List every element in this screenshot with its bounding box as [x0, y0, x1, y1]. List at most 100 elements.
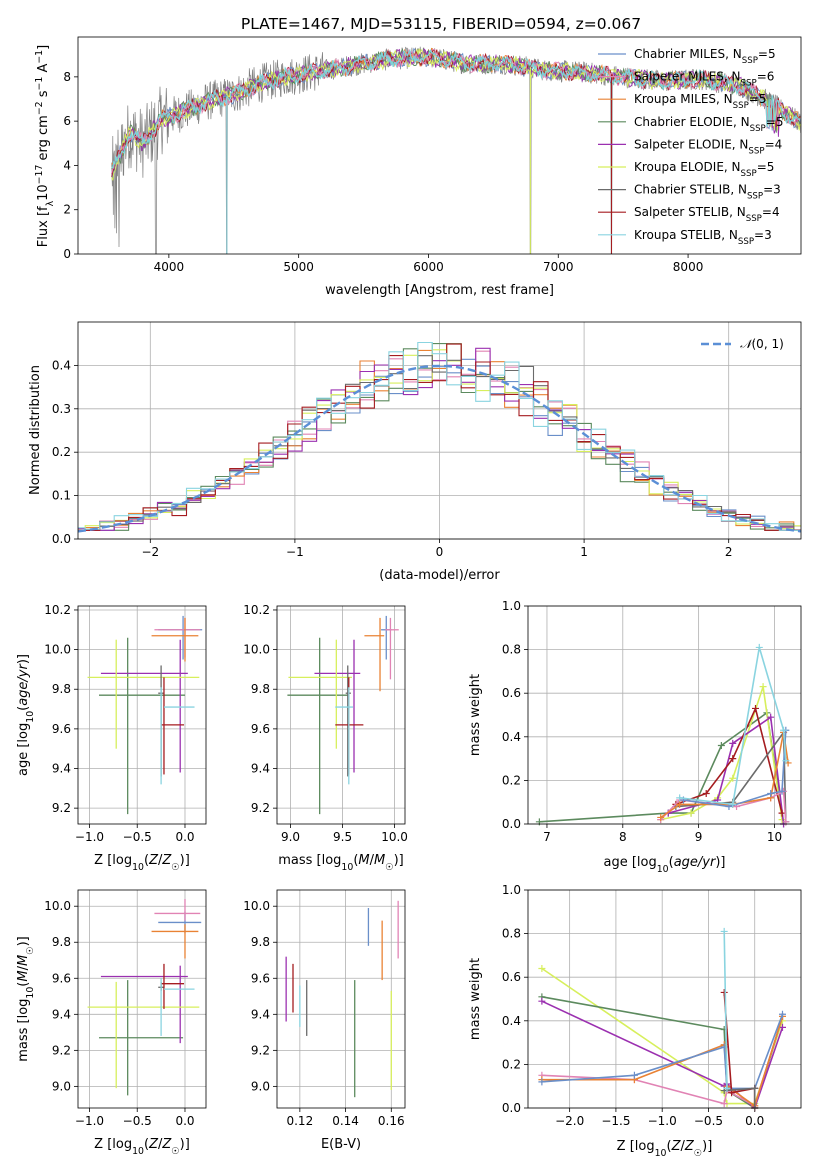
label-part: SSP [747, 192, 763, 202]
label-part: )] [180, 853, 190, 868]
y-tick-label: 9.0 [52, 1079, 71, 1093]
mass-vs-extinction-panel: 0.12 0.14 0.16 9.0 9.2 9.4 9.6 9.8 10.0 E(B-V) [243, 889, 406, 1152]
y-axis-label: Flux [fλ10−17 erg cm−2 s−1 A−1] [34, 45, 56, 247]
label-part: A [36, 64, 51, 77]
data-point-marker [720, 927, 728, 935]
y-tick-label: 0.4 [502, 730, 521, 744]
label-part: Z [log [617, 1139, 655, 1154]
y-axis-label: age [log10(age/yr)] [16, 654, 36, 776]
y-axis-label: mass [log10(M/M☉)] [16, 936, 36, 1062]
label-part: 10 [36, 184, 51, 201]
legend-label: 𝒩(0, 1) [740, 337, 784, 351]
y-tick-label: 0.1 [52, 489, 71, 503]
x-axis-label: Z [log10(Z/Z☉)] [94, 853, 190, 873]
label-part: / [158, 853, 163, 868]
label-part: =4 [762, 205, 780, 219]
y-tick-label: 10.0 [44, 643, 71, 657]
data-point-marker [729, 755, 737, 763]
x-tick-label: −0.5 [123, 1114, 152, 1128]
label-part: )] [394, 853, 404, 868]
label-part: Z [log [94, 1137, 132, 1152]
x-tick-label: 6000 [413, 260, 444, 274]
y-tick-label: 10.2 [44, 603, 71, 617]
label-part: SSP [741, 169, 757, 179]
y-tick-label: 9.8 [52, 682, 71, 696]
label-part: M [374, 853, 385, 868]
label-part: −2 [34, 101, 45, 115]
plot-frame [276, 605, 406, 825]
label-part: −17 [34, 165, 45, 185]
label-part: ☉ [25, 946, 36, 954]
age-vs-mass-panel: 9.0 9.5 10.0 9.2 9.4 9.6 9.8 10.0 10.2 mass [log1… [243, 603, 408, 873]
data-point-marker [720, 1100, 728, 1108]
data-point-marker [778, 1010, 786, 1018]
label-part: SSP [733, 101, 749, 111]
data-point-marker [630, 1071, 638, 1079]
label-part: Kroupa STELIB, N [634, 228, 738, 242]
label-part: 10 [655, 1148, 667, 1159]
data-point-marker [751, 1084, 759, 1092]
label-part: 10 [341, 862, 353, 873]
y-tick-label: 9.4 [251, 1007, 270, 1021]
weight-vs-metallicity-panel: −2.0 −1.5 −1.0 −0.5 0.0 0.0 0.2 0.4 0.6 0.8 1.0 Z [… [468, 883, 802, 1159]
label-part: ( [16, 982, 31, 987]
y-tick-label: 1.0 [502, 883, 521, 897]
model-spectrum-line [111, 48, 801, 181]
label-part: SSP [738, 237, 754, 247]
mass-weight-series [660, 790, 787, 822]
mass-weight-series [675, 706, 783, 814]
y-tick-label: 9.6 [251, 722, 270, 736]
spectrum-panel: 4000 5000 6000 7000 8000 0 2 4 6 8 wavelength [Ang… [34, 36, 802, 298]
plot-frame [527, 605, 802, 825]
label-part: ( [669, 855, 674, 870]
legend-label: Kroupa STELIB, NSSP=3 [634, 228, 772, 247]
label-part: ( [667, 1139, 672, 1154]
label-part: ( [144, 1137, 149, 1152]
y-tick-label: 9.4 [52, 762, 71, 776]
y-tick-label: 9.4 [251, 762, 270, 776]
y-tick-label: 9.2 [251, 1043, 270, 1057]
y-tick-label: 6 [63, 114, 71, 128]
data-point-marker [729, 739, 737, 747]
y-tick-label: 4 [63, 158, 71, 172]
label-part: Chabrier STELIB, N [634, 183, 747, 197]
label-part: Z [148, 1137, 159, 1152]
label-part: SSP [750, 124, 766, 134]
label-part: age [log [16, 723, 31, 776]
label-part: Salpeter ELODIE, N [634, 137, 748, 151]
data-point-marker [759, 683, 767, 691]
data-point-marker [538, 1078, 546, 1086]
mass-weight-series [723, 931, 728, 1089]
x-axis-label: Z [log10(Z/Z☉)] [617, 1139, 713, 1159]
y-tick-label: 0.2 [502, 1057, 521, 1071]
spectrum-plot-area [111, 46, 801, 254]
legend-label: Salpeter MILES, NSSP=6 [634, 70, 774, 89]
label-part: Chabrier MILES, N [634, 47, 742, 61]
residual-histogram [78, 341, 801, 531]
label-part: Chabrier ELODIE, N [634, 115, 750, 129]
x-tick-label: −2 [141, 545, 159, 559]
y-tick-label: 10.2 [243, 603, 270, 617]
label-part: mass [log [278, 853, 341, 868]
label-part: 10 [657, 864, 669, 875]
y-tick-label: 0 [63, 247, 71, 261]
label-part: erg cm [36, 115, 51, 164]
data-point-marker [720, 988, 728, 996]
label-part: ☉ [171, 862, 179, 873]
y-tick-label: 10.0 [44, 899, 71, 913]
label-part: mass [log [16, 999, 31, 1062]
legend-label: Kroupa ELODIE, NSSP=5 [634, 160, 774, 179]
label-part: Z [161, 1137, 172, 1152]
x-tick-label: 10 [767, 830, 782, 844]
x-tick-label: 9.0 [281, 830, 300, 844]
x-axis-label: Z [log10(Z/Z☉)] [94, 1137, 190, 1157]
mass-vs-metallicity-panel: −1.0 −0.5 0.09.09.29.49.69.810.0Z [log10(Z… [16, 889, 207, 1157]
x-tick-label: 9 [695, 830, 703, 844]
x-tick-label: −2.0 [555, 1114, 584, 1128]
y-tick-label: 9.0 [251, 1079, 270, 1093]
data-point-marker [676, 800, 684, 808]
y-tick-label: 0.0 [52, 532, 71, 546]
legend-label: Kroupa MILES, NSSP=5 [634, 92, 767, 111]
y-tick-label: 0.0 [502, 817, 521, 831]
